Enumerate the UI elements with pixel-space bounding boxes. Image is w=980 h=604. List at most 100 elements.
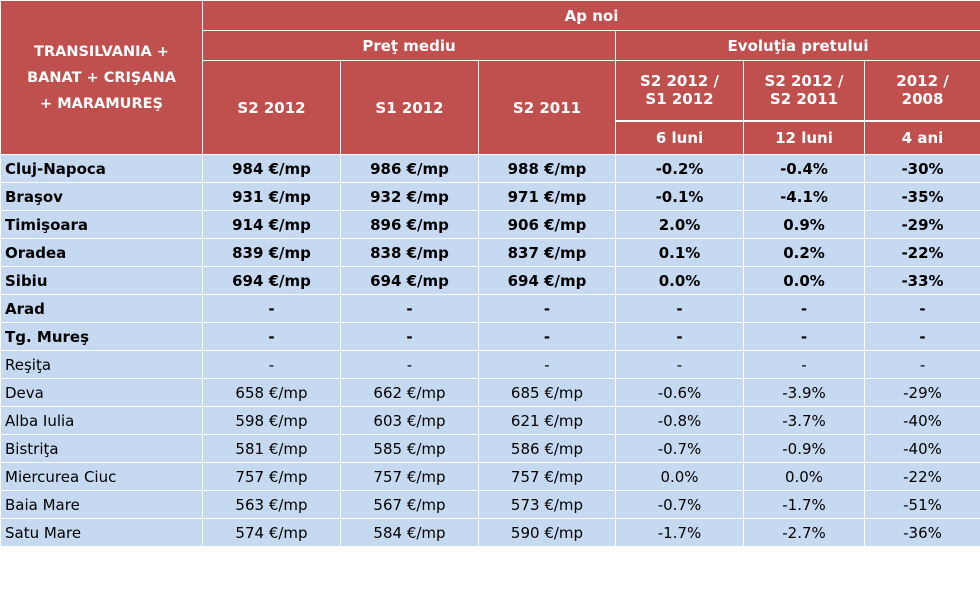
value-cell: 662 €/mp	[340, 378, 479, 407]
region-line-2: BANAT + CRIŞANA	[27, 69, 176, 86]
value-cell: -0.6%	[615, 378, 744, 407]
table-row: Braşov 931 €/mp 932 €/mp 971 €/mp -0.1% -4.1%…	[0, 182, 980, 211]
value-cell: -	[478, 350, 616, 379]
value-cell: -0.4%	[743, 154, 865, 183]
price-group-header: Preţ mediu	[202, 30, 616, 61]
value-cell: -35%	[863, 182, 980, 211]
city-name-cell: Baia Mare	[0, 490, 203, 519]
table-body: Cluj-Napoca 984 €/mp 986 €/mp 988 €/mp -0.2%…	[0, 154, 980, 547]
value-cell: -3.9%	[743, 378, 865, 407]
value-cell: 0.0%	[743, 266, 865, 295]
value-cell: -3.7%	[743, 406, 865, 435]
col-header-evo-6m: S2 2012 /S1 2012	[615, 60, 744, 122]
group-header: Ap noi	[201, 0, 980, 31]
table-row: Sibiu 694 €/mp 694 €/mp 694 €/mp 0.0% 0.0% -33…	[0, 266, 980, 295]
value-cell: -	[863, 322, 980, 351]
value-cell: 694 €/mp	[478, 266, 616, 295]
value-cell: 839 €/mp	[202, 238, 341, 267]
value-cell: -29%	[863, 378, 980, 407]
period-12-luni: 12 luni	[743, 120, 865, 155]
value-cell: 757 €/mp	[478, 462, 616, 491]
value-cell: -	[202, 294, 341, 323]
evolution-group-header: Evoluţia pretului	[614, 30, 980, 61]
table-row: Cluj-Napoca 984 €/mp 986 €/mp 988 €/mp -0.2%…	[0, 154, 980, 183]
period-4-ani: 4 ani	[863, 120, 980, 155]
value-cell: 598 €/mp	[202, 406, 341, 435]
value-cell: -0.7%	[615, 434, 744, 463]
table-row: Satu Mare 574 €/mp 584 €/mp 590 €/mp -1.7% -2…	[0, 518, 980, 547]
city-name-cell: Miercurea Ciuc	[0, 462, 203, 491]
table-row: Reşiţa - - - - - -	[0, 350, 980, 379]
city-name-cell: Cluj-Napoca	[0, 154, 203, 183]
value-cell: 694 €/mp	[202, 266, 341, 295]
value-cell: 581 €/mp	[202, 434, 341, 463]
value-cell: 986 €/mp	[340, 154, 479, 183]
city-name-cell: Braşov	[0, 182, 203, 211]
value-cell: 932 €/mp	[340, 182, 479, 211]
city-name-cell: Oradea	[0, 238, 203, 267]
value-cell: -	[863, 350, 980, 379]
value-cell: -	[615, 322, 744, 351]
table-header: TRANSILVANIA + BANAT + CRIŞANA + MARAMUR…	[0, 0, 980, 155]
table-row: Oradea 839 €/mp 838 €/mp 837 €/mp 0.1% 0.2% -2…	[0, 238, 980, 267]
value-cell: 838 €/mp	[340, 238, 479, 267]
value-cell: 896 €/mp	[340, 210, 479, 239]
region-line-3: + MARAMUREŞ	[40, 95, 163, 112]
city-name-cell: Deva	[0, 378, 203, 407]
value-cell: 590 €/mp	[478, 518, 616, 547]
value-cell: 573 €/mp	[478, 490, 616, 519]
city-name-cell: Bistriţa	[0, 434, 203, 463]
value-cell: -	[743, 322, 865, 351]
value-cell: -1.7%	[743, 490, 865, 519]
city-name-cell: Reşiţa	[0, 350, 203, 379]
value-cell: -	[478, 294, 616, 323]
value-cell: -40%	[863, 434, 980, 463]
value-cell: -	[202, 322, 341, 351]
city-name-cell: Sibiu	[0, 266, 203, 295]
col-header-evo-12m: S2 2012 /S2 2011	[743, 60, 865, 122]
value-cell: -	[340, 322, 479, 351]
value-cell: 0.0%	[615, 462, 744, 491]
value-cell: 984 €/mp	[202, 154, 341, 183]
value-cell: 837 €/mp	[478, 238, 616, 267]
table-row: Alba Iulia 598 €/mp 603 €/mp 621 €/mp -0.8% -…	[0, 406, 980, 435]
value-cell: 914 €/mp	[202, 210, 341, 239]
region-line-1: TRANSILVANIA +	[34, 43, 169, 60]
value-cell: -33%	[863, 266, 980, 295]
table-row: Arad - - - - - -	[0, 294, 980, 323]
value-cell: -	[863, 294, 980, 323]
value-cell: -36%	[863, 518, 980, 547]
table-row: Deva 658 €/mp 662 €/mp 685 €/mp -0.6% -3.9% -2…	[0, 378, 980, 407]
value-cell: 2.0%	[615, 210, 744, 239]
value-cell: -0.8%	[615, 406, 744, 435]
value-cell: 757 €/mp	[202, 462, 341, 491]
value-cell: -0.7%	[615, 490, 744, 519]
table-row: Miercurea Ciuc 757 €/mp 757 €/mp 757 €/mp 0.…	[0, 462, 980, 491]
value-cell: 574 €/mp	[202, 518, 341, 547]
col-header-evo-4y: 2012 /2008	[863, 60, 980, 122]
period-6-luni: 6 luni	[615, 120, 744, 155]
value-cell: -4.1%	[743, 182, 865, 211]
value-cell: -	[743, 350, 865, 379]
value-cell: -51%	[863, 490, 980, 519]
city-name-cell: Satu Mare	[0, 518, 203, 547]
value-cell: -	[743, 294, 865, 323]
value-cell: -0.1%	[615, 182, 744, 211]
value-cell: 971 €/mp	[478, 182, 616, 211]
value-cell: -29%	[863, 210, 980, 239]
value-cell: -	[615, 350, 744, 379]
col-header-s2-2012: S2 2012	[202, 60, 341, 155]
table-row: Timişoara 914 €/mp 896 €/mp 906 €/mp 2.0% 0.9…	[0, 210, 980, 239]
value-cell: 0.0%	[615, 266, 744, 295]
value-cell: -40%	[863, 406, 980, 435]
table-row: Tg. Mureş - - - - - -	[0, 322, 980, 351]
table-row: Bistriţa 581 €/mp 585 €/mp 586 €/mp -0.7% -0.…	[0, 434, 980, 463]
value-cell: 931 €/mp	[202, 182, 341, 211]
value-cell: -22%	[863, 462, 980, 491]
value-cell: -22%	[863, 238, 980, 267]
value-cell: 658 €/mp	[202, 378, 341, 407]
col-header-s2-2011: S2 2011	[478, 60, 616, 155]
value-cell: 621 €/mp	[478, 406, 616, 435]
value-cell: -	[340, 294, 479, 323]
price-table: TRANSILVANIA + BANAT + CRIŞANA + MARAMUR…	[0, 0, 980, 547]
